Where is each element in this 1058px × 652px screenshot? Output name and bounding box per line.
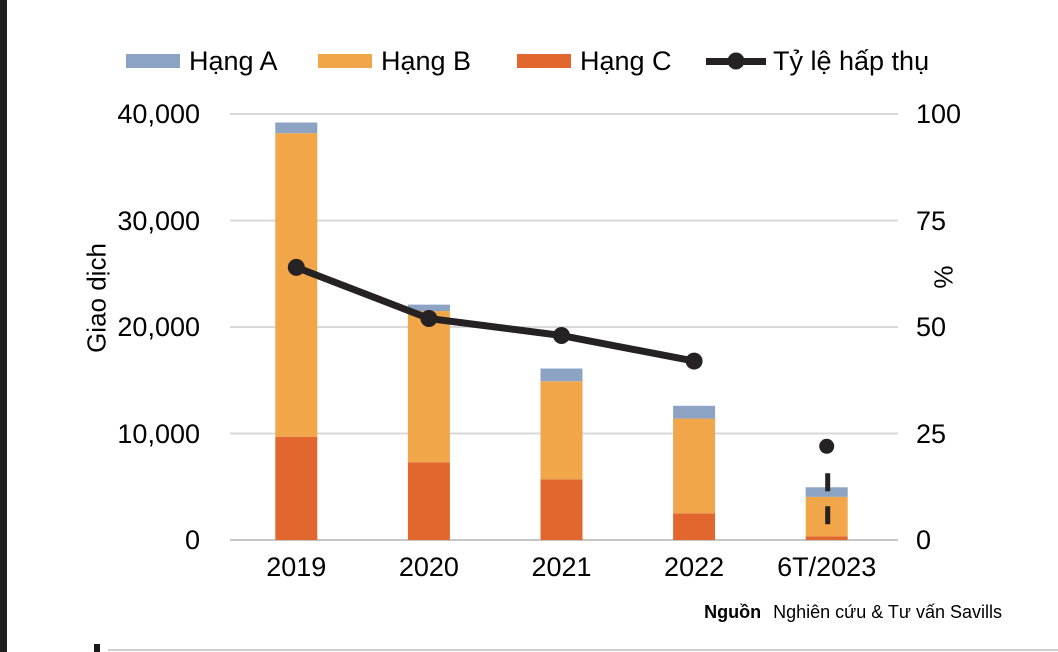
bar-segment-hạng-c-2019 xyxy=(275,436,318,540)
legend-line-marker-icon xyxy=(706,52,766,70)
bar-segment-hạng-a-2022 xyxy=(673,405,716,419)
legend-item-ty-le-hap-thu: Tỷ lệ hấp thụ xyxy=(706,44,929,78)
bottom-cropped-mark xyxy=(94,644,100,652)
bar-segment-hạng-c-6T-2023 xyxy=(805,536,848,540)
x-tick-6T-2023: 6T/2023 xyxy=(777,552,877,582)
x-tick-2019: 2019 xyxy=(266,552,327,582)
y-tick-left-0: 0 xyxy=(184,525,200,555)
bar-segment-hạng-b-2019 xyxy=(275,133,318,437)
x-tick-2021: 2021 xyxy=(531,552,592,582)
bar-segment-hạng-a-2019 xyxy=(275,122,318,134)
y-tick-right-25: 25 xyxy=(916,418,947,449)
y-tick-left-40,000: 40,000 xyxy=(117,99,200,129)
y-axis-title-right: % xyxy=(928,265,959,289)
source-text: Nghiên cứu & Tư vấn Savills xyxy=(773,602,1002,622)
bottom-divider-line xyxy=(108,649,1058,651)
legend-label-hang-a: Hạng A xyxy=(189,46,278,76)
y-tick-right-75: 75 xyxy=(916,205,947,236)
x-tick-2022: 2022 xyxy=(664,552,725,582)
legend-label-ty-le-hap-thu: Tỷ lệ hấp thụ xyxy=(773,46,930,76)
absorption-point-2019 xyxy=(287,258,305,276)
x-tick-2020: 2020 xyxy=(398,552,459,582)
bar-segment-hạng-b-2021 xyxy=(540,381,583,480)
bar-segment-hạng-a-6T-2023 xyxy=(805,487,848,497)
bar-segment-hạng-c-2022 xyxy=(673,513,716,540)
legend-label-hang-b: Hạng B xyxy=(381,46,472,76)
absorption-point-2021 xyxy=(553,327,570,345)
y-tick-left-10,000: 10,000 xyxy=(117,418,200,449)
y-tick-left-30,000: 30,000 xyxy=(117,205,200,236)
y-tick-left-20,000: 20,000 xyxy=(117,312,200,342)
source-line: Nguồn Nghiên cứu & Tư vấn Savills xyxy=(704,602,1002,623)
legend-swatch-hang-c xyxy=(517,54,571,68)
y-tick-right-50: 50 xyxy=(916,312,947,342)
absorption-point-6T-2023 xyxy=(819,438,835,454)
legend-item-hang-c: Hạng C xyxy=(517,44,672,78)
y-tick-right-0: 0 xyxy=(916,525,932,555)
absorption-point-2020 xyxy=(420,309,438,327)
bar-segment-hạng-a-2021 xyxy=(540,368,583,382)
left-edge-strip xyxy=(0,0,7,652)
legend-item-hang-b: Hạng B xyxy=(318,44,471,78)
bar-segment-hạng-b-2020 xyxy=(407,311,450,463)
legend-swatch-hang-b xyxy=(318,54,372,68)
legend-item-hang-a: Hạng A xyxy=(126,44,278,78)
absorption-point-2022 xyxy=(685,352,703,370)
legend-swatch-hang-a xyxy=(126,54,180,68)
legend-label-hang-c: Hạng C xyxy=(580,46,672,76)
source-label: Nguồn xyxy=(704,602,762,622)
bar-segment-hạng-a-2020 xyxy=(407,304,450,312)
bar-segment-hạng-c-2020 xyxy=(407,462,450,540)
bar-segment-hạng-c-2021 xyxy=(540,479,583,540)
y-tick-right-100: 100 xyxy=(916,99,962,129)
absorption-line xyxy=(292,263,698,365)
bar-segment-hạng-b-2022 xyxy=(673,418,716,514)
